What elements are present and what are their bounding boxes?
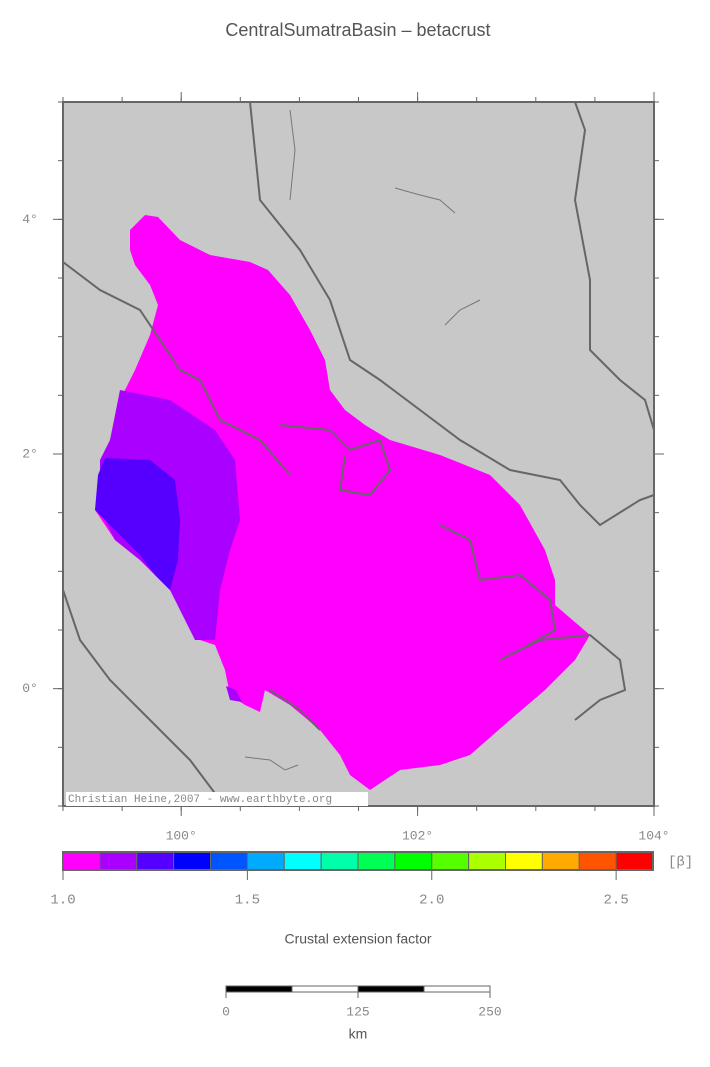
coastline bbox=[249, 101, 655, 527]
lon-tick-label: 104° bbox=[638, 828, 669, 843]
scalebar-unit: km bbox=[349, 1026, 368, 1042]
scalebar-segment bbox=[225, 985, 293, 993]
coastline bbox=[269, 689, 321, 731]
colorbar-bin bbox=[357, 851, 396, 871]
river bbox=[394, 187, 456, 214]
river bbox=[444, 299, 481, 326]
attribution-box bbox=[66, 792, 368, 806]
colorbar-bin bbox=[246, 851, 285, 871]
lon-tick-label: 100° bbox=[166, 828, 197, 843]
rivers bbox=[244, 109, 481, 771]
colorbar-bin bbox=[320, 851, 359, 871]
basin bbox=[95, 215, 590, 790]
coastlines bbox=[62, 101, 655, 801]
colorbar-bin bbox=[136, 851, 175, 871]
coastline bbox=[62, 261, 291, 476]
colorbar-frame bbox=[62, 851, 654, 871]
lat-tick-label: 4° bbox=[22, 212, 38, 227]
colorbar-bin bbox=[541, 851, 580, 871]
colorbar-bin bbox=[394, 851, 433, 871]
colorbar-bin bbox=[210, 851, 248, 871]
colorbar-bin bbox=[99, 851, 138, 871]
scalebar-segment bbox=[423, 985, 491, 993]
colorbar-tick-label: 1.0 bbox=[50, 893, 75, 909]
lat-tick-label: 2° bbox=[22, 446, 38, 461]
colorbar-bin bbox=[505, 851, 543, 871]
river bbox=[244, 756, 299, 771]
colorbar-bin bbox=[578, 851, 617, 871]
colorbar-bin bbox=[431, 851, 470, 871]
basin-beta-1.0 bbox=[95, 215, 590, 790]
basin-beta-1.2 bbox=[95, 458, 180, 590]
coastline bbox=[279, 424, 392, 497]
colorbar-unit: [β] bbox=[668, 855, 693, 871]
lat-tick-label: 0° bbox=[22, 681, 38, 696]
attribution: Christian Heine,2007 - www.earthbyte.org bbox=[68, 794, 332, 806]
scalebar-tick-label: 250 bbox=[478, 1004, 501, 1019]
scalebar-tick-label: 0 bbox=[222, 1004, 230, 1019]
colorbar-tick-label: 2.5 bbox=[604, 893, 629, 909]
coastline bbox=[439, 524, 627, 721]
scalebar-segment bbox=[291, 985, 359, 993]
colorbar-tick-label: 1.5 bbox=[235, 893, 260, 909]
colorbar-bin bbox=[283, 851, 322, 871]
river bbox=[289, 109, 296, 201]
colorbar-bin bbox=[62, 851, 101, 871]
colorbar-bin bbox=[173, 851, 211, 871]
colorbar-bin bbox=[615, 851, 654, 871]
colorbar-tick-label: 2.0 bbox=[419, 893, 444, 909]
scalebar-segment bbox=[357, 985, 425, 993]
title: CentralSumatraBasin – betacrust bbox=[225, 20, 490, 40]
lon-tick-label: 102° bbox=[402, 828, 433, 843]
coastline bbox=[573, 101, 655, 431]
coastline bbox=[62, 589, 221, 801]
colorbar-label: Crustal extension factor bbox=[284, 931, 431, 947]
scalebar-tick-label: 125 bbox=[346, 1004, 369, 1019]
colorbar-bin bbox=[468, 851, 506, 871]
